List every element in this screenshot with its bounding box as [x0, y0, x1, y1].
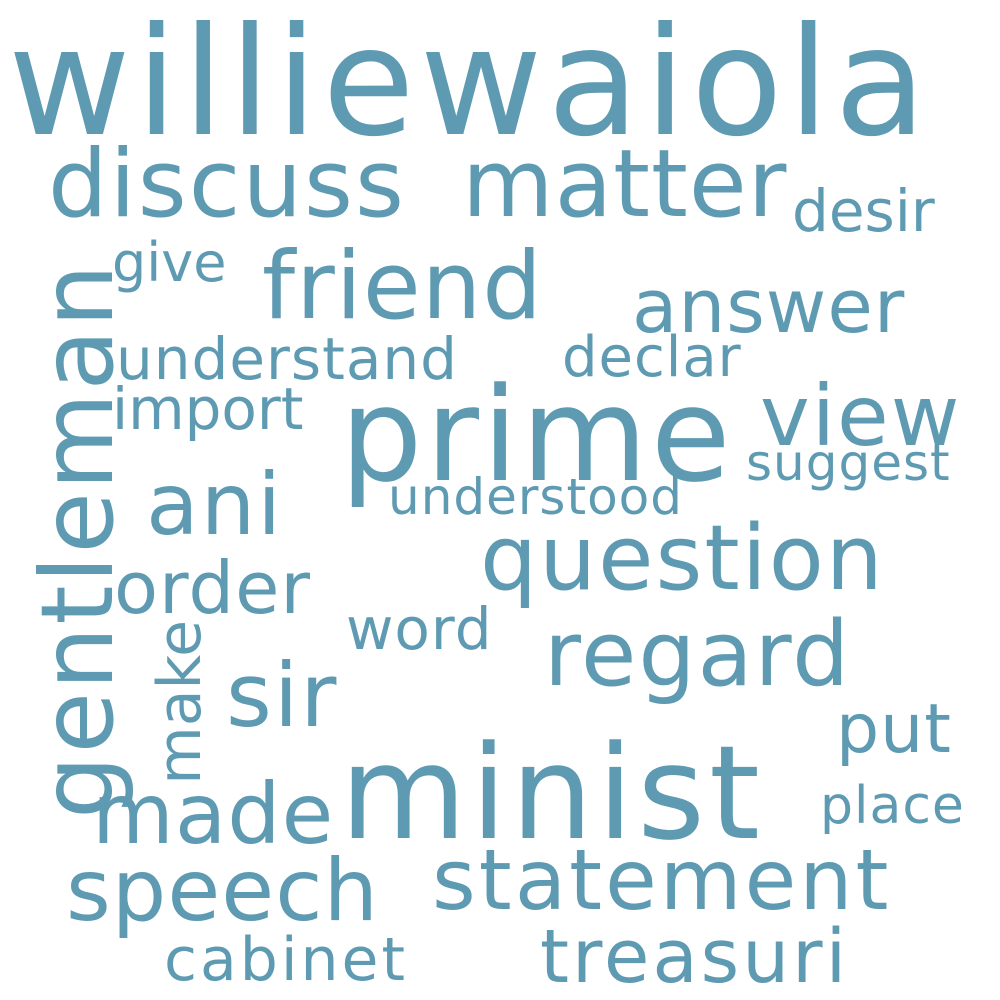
word-ani: ani — [146, 455, 284, 555]
word-understood: understood — [388, 468, 684, 526]
word-sir: sir — [226, 644, 339, 747]
word-view: view — [760, 367, 962, 465]
word-place: place — [820, 776, 965, 836]
word-statement: statement — [432, 831, 892, 929]
word-declar: declar — [562, 325, 742, 390]
word-regard: regard — [544, 602, 852, 707]
word-give: give — [112, 231, 227, 294]
word-gentleman: gentleman — [19, 262, 136, 819]
word-suggest: suggest — [746, 434, 951, 492]
word-made: made — [92, 765, 335, 863]
word-desir: desir — [792, 177, 935, 245]
word-speech: speech — [66, 841, 380, 941]
word-make: make — [145, 620, 215, 785]
word-word: word — [346, 595, 493, 663]
word-answer: answer — [632, 264, 906, 350]
word-matter: matter — [462, 130, 788, 239]
word-prime: prime — [340, 359, 734, 511]
word-cabinet: cabinet — [164, 925, 408, 995]
word-friend: friend — [262, 232, 543, 341]
word-import: import — [112, 375, 304, 443]
word-put: put — [836, 690, 952, 769]
word-discuss: discuss — [48, 130, 406, 239]
word-question: question — [480, 506, 885, 611]
word-understand: understand — [116, 325, 458, 393]
word-treasuri: treasuri — [540, 914, 850, 1000]
word-order: order — [114, 546, 311, 630]
word-minist: minist — [340, 717, 764, 869]
word-williewaiola: williewaiola — [8, 0, 932, 170]
